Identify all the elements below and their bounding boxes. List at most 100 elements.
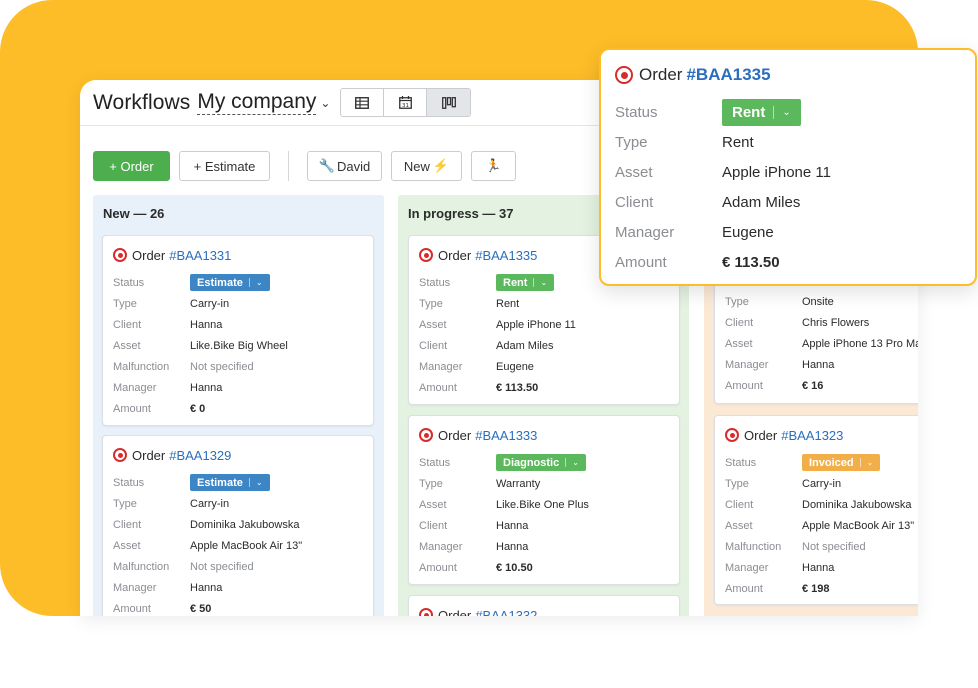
order-card[interactable]: Order #BAA1332 bbox=[408, 595, 680, 616]
status-dropdown[interactable]: Rent ⌄ bbox=[722, 98, 801, 126]
order-card[interactable]: Order #BAA1323 Status Invoiced ⌄ Type Carr… bbox=[714, 415, 918, 605]
running-person-icon: 🏃 bbox=[485, 158, 502, 173]
row-label: Asset bbox=[725, 519, 753, 532]
status-dropdown[interactable]: Rent ⌄ bbox=[496, 274, 555, 291]
order-card[interactable]: Order #BAA1335 Status Rent ⌄ Type Rent Ass… bbox=[408, 235, 680, 405]
row-value: Onsite bbox=[802, 295, 834, 308]
order-card-popup[interactable]: Order #BAA1335 Status Rent ⌄ Type Rent Ass… bbox=[599, 48, 977, 286]
running-filter-button[interactable]: 🏃 bbox=[471, 151, 516, 181]
status-dropdown[interactable]: Invoiced ⌄ bbox=[802, 454, 881, 471]
status-row: Status Diagnostic ⌄ bbox=[409, 452, 679, 473]
card-row: Amount € 113.50 bbox=[601, 247, 975, 277]
order-card[interactable]: Order #BAA1331 Status Estimate ⌄ Type Carr… bbox=[102, 235, 374, 426]
order-word: Order bbox=[639, 65, 683, 84]
row-label: Amount bbox=[419, 561, 457, 574]
card-row: Manager Hanna bbox=[103, 577, 373, 598]
target-icon bbox=[419, 428, 433, 442]
target-icon bbox=[113, 248, 127, 262]
new-filter-button[interactable]: New ⚡ bbox=[391, 151, 462, 181]
row-value: Hanna bbox=[496, 519, 529, 532]
row-label: Client bbox=[725, 498, 754, 511]
david-filter-button[interactable]: 🔧 David bbox=[307, 151, 382, 181]
row-value: Not specified bbox=[190, 360, 254, 373]
order-id-link[interactable]: #BAA1335 bbox=[686, 65, 771, 84]
chevron-down-icon: ⌄ bbox=[866, 458, 874, 467]
order-id-link[interactable]: #BAA1333 bbox=[475, 427, 538, 443]
order-id-link[interactable]: #BAA1329 bbox=[169, 447, 232, 463]
card-row: Type Carry-in bbox=[103, 293, 373, 314]
row-value: € 113.50 bbox=[722, 253, 780, 271]
new-filter-label: New bbox=[403, 158, 430, 174]
calendar-view-icon[interactable]: 31 bbox=[384, 89, 428, 116]
company-selector[interactable]: My company bbox=[197, 90, 317, 115]
card-row: Malfunction Not specified bbox=[103, 356, 373, 377]
chevron-down-icon: ⌄ bbox=[540, 278, 548, 287]
wrench-icon: 🔧 bbox=[318, 158, 335, 173]
table-view-icon[interactable] bbox=[341, 89, 385, 116]
card-row: Manager Hanna bbox=[409, 536, 679, 557]
card-row: Manager Hanna bbox=[715, 354, 918, 375]
row-value: Adam Miles bbox=[496, 339, 554, 352]
card-row: Amount € 0 bbox=[103, 398, 373, 419]
row-value: Hanna bbox=[802, 358, 835, 371]
row-label: Manager bbox=[419, 540, 463, 553]
target-icon bbox=[419, 248, 433, 262]
status-dropdown[interactable]: Diagnostic ⌄ bbox=[496, 454, 586, 471]
row-value: Dominika Jakubowska bbox=[190, 518, 300, 531]
card-row: Manager Hanna bbox=[103, 377, 373, 398]
chevron-down-icon[interactable]: ⌄ bbox=[320, 95, 331, 110]
card-row: Malfunction Not specified bbox=[103, 556, 373, 577]
david-filter-label: David bbox=[336, 158, 371, 174]
order-id-link[interactable]: #BAA1323 bbox=[781, 427, 844, 443]
row-value: Apple iPhone 13 Pro Ma bbox=[802, 337, 918, 350]
order-id-link[interactable]: #BAA1335 bbox=[475, 247, 538, 263]
row-label: Asset bbox=[113, 539, 141, 552]
card-row: Asset Apple iPhone 11 bbox=[601, 157, 975, 187]
top-bar: Workflows My company ⌄ 31 bbox=[80, 80, 918, 126]
calendar-day: 31 bbox=[402, 103, 409, 109]
status-dropdown[interactable]: Estimate ⌄ bbox=[190, 474, 270, 491]
card-row: Manager Hanna bbox=[715, 557, 918, 578]
status-value: Diagnostic bbox=[503, 456, 560, 469]
chevron-down-icon: ⌄ bbox=[572, 458, 579, 467]
card-row: Asset Apple iPhone 11 bbox=[409, 314, 679, 335]
order-word: Order bbox=[438, 247, 472, 263]
row-label: Amount bbox=[419, 381, 457, 394]
lightning-icon: ⚡ bbox=[432, 158, 450, 173]
row-value: Like.Bike One Plus bbox=[496, 498, 589, 511]
column-header: In progress — 37 bbox=[408, 206, 514, 221]
row-value: Dominika Jakubowska bbox=[802, 498, 912, 511]
card-row: Asset Like.Bike One Plus bbox=[409, 494, 679, 515]
card-row: Type Carry-in bbox=[103, 493, 373, 514]
card-row: Client Dominika Jakubowska bbox=[715, 494, 918, 515]
row-label: Type bbox=[725, 295, 749, 308]
kanban-view-icon[interactable] bbox=[427, 89, 471, 116]
order-card[interactable]: Order #BAA1329 Status Estimate ⌄ Type Carr… bbox=[102, 435, 374, 616]
order-card[interactable]: Order #BAA1333 Status Diagnostic ⌄ Type Wa… bbox=[408, 415, 680, 585]
row-label: Manager bbox=[725, 561, 769, 574]
add-order-button[interactable]: + Order bbox=[93, 151, 170, 181]
card-row: Type Rent bbox=[409, 293, 679, 314]
toolbar: + Order + Estimate 🔧 David New ⚡ 🏃 bbox=[93, 151, 525, 181]
row-label: Malfunction bbox=[113, 360, 170, 373]
card-row: Type Carry-in bbox=[715, 473, 918, 494]
card-row: Asset Apple iPhone 13 Pro Ma bbox=[715, 333, 918, 354]
row-label: Type bbox=[113, 497, 137, 510]
add-estimate-button[interactable]: + Estimate bbox=[179, 151, 270, 181]
row-value: € 10.50 bbox=[496, 561, 533, 574]
row-label: Status bbox=[113, 276, 145, 289]
row-label: Type bbox=[615, 133, 648, 151]
chevron-down-icon: ⌄ bbox=[782, 106, 791, 118]
order-word: Order bbox=[132, 447, 166, 463]
card-row: Amount € 16 bbox=[715, 375, 918, 396]
row-label: Manager bbox=[113, 581, 157, 594]
order-id-link[interactable]: #BAA1331 bbox=[169, 247, 232, 263]
row-label: Asset bbox=[419, 498, 447, 511]
row-value: Hanna bbox=[190, 318, 223, 331]
row-label: Amount bbox=[113, 602, 151, 615]
status-dropdown[interactable]: Estimate ⌄ bbox=[190, 274, 270, 291]
card-title: Order #BAA1335 bbox=[419, 247, 679, 263]
row-value: Carry-in bbox=[190, 297, 230, 310]
status-row: Status Invoiced ⌄ bbox=[715, 452, 918, 473]
order-id-link[interactable]: #BAA1332 bbox=[475, 607, 538, 617]
